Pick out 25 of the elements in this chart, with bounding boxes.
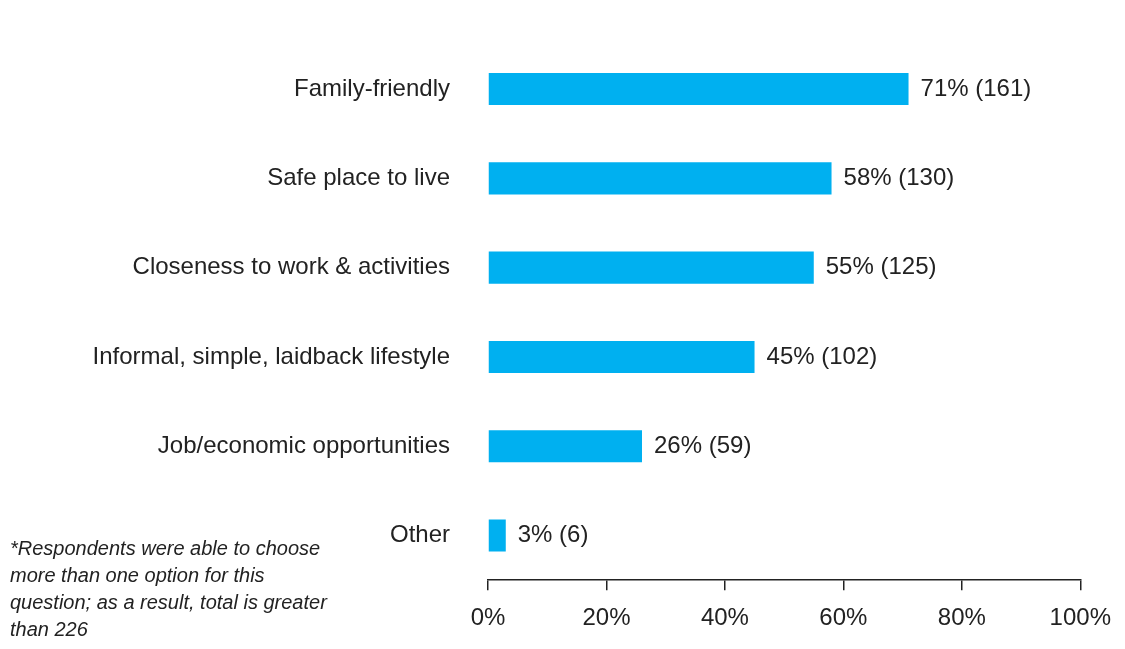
x-tick-label: 100%	[1049, 603, 1111, 631]
y-tick-label: Informal, simple, laidback lifestyle	[92, 341, 450, 369]
data-label: 58% (130)	[843, 162, 955, 190]
data-label: 55% (125)	[825, 252, 937, 280]
data-label: 45% (102)	[766, 341, 878, 369]
bar	[488, 251, 814, 284]
bar	[488, 72, 909, 106]
data-label: 3% (6)	[517, 520, 589, 548]
x-tick-label: 20%	[582, 603, 631, 631]
x-tick-label: 40%	[700, 603, 749, 631]
text: *Respondents were able to choose more than one option for this question; as a result, total is greater than 226	[10, 536, 329, 642]
bar	[488, 519, 506, 552]
bar	[488, 162, 832, 195]
bar	[488, 430, 642, 463]
x-tick-label: 80%	[937, 603, 986, 631]
bar	[488, 340, 755, 374]
y-tick-label: Family-friendly	[293, 73, 450, 101]
x-tick-label: 60%	[819, 603, 868, 631]
y-tick-label: Other	[389, 520, 450, 548]
y-tick-label: Job/economic opportunities	[157, 430, 450, 458]
y-tick-label: Safe place to live	[267, 162, 450, 190]
y-tick-label: Closeness to work & activities	[132, 252, 450, 280]
x-tick-label: 0%	[470, 603, 506, 631]
data-label: 26% (59)	[654, 430, 752, 458]
data-label: 71% (161)	[920, 73, 1032, 101]
